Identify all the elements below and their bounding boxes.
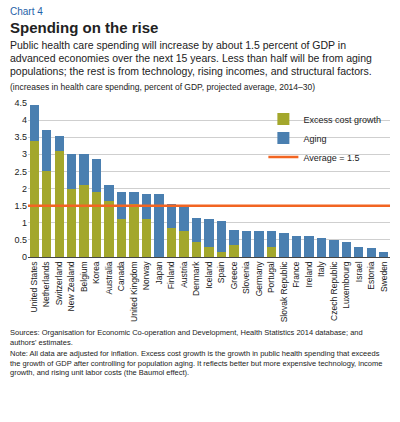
svg-text:Australia: Australia (104, 261, 114, 294)
svg-text:1.5: 1.5 (14, 201, 27, 211)
svg-text:Spain: Spain (216, 261, 226, 283)
svg-text:Slovak Republic: Slovak Republic (279, 261, 289, 323)
svg-text:Korea: Korea (91, 261, 101, 284)
html-text:Spending on the rise: Spending on the rise (10, 19, 159, 36)
svg-text:Slovenia: Slovenia (241, 261, 251, 294)
svg-text:Portugal: Portugal (266, 261, 276, 293)
svg-text:Sweden: Sweden (379, 261, 389, 292)
html-text:Note: All data are adjusted fo: Note: All data are adjusted for inflatio… (10, 349, 383, 377)
svg-text:France: France (291, 261, 301, 288)
html-text:Chart 4: Chart 4 (10, 6, 43, 17)
svg-text:Belgium: Belgium (79, 261, 89, 292)
svg-text:Austria: Austria (179, 261, 189, 288)
svg-text:Aging: Aging (303, 134, 326, 144)
svg-text:Average = 1.5: Average = 1.5 (303, 153, 359, 163)
svg-text:3: 3 (22, 149, 27, 159)
svg-text:United States: United States (29, 261, 39, 312)
svg-text:Excess cost growth: Excess cost growth (303, 115, 381, 125)
svg-text:Germany: Germany (254, 261, 264, 297)
svg-text:Denmark: Denmark (191, 261, 201, 296)
svg-text:4: 4 (22, 115, 27, 125)
svg-text:United Kingdom: United Kingdom (129, 261, 139, 321)
svg-text:2.5: 2.5 (14, 167, 27, 177)
html-text:Public health care spending wi: Public health care spending will increas… (10, 39, 372, 77)
html-text:Sources: Organisation for Econ: Sources: Organisation for Economic Co-op… (10, 328, 363, 347)
html-text:(increases in health care spen: (increases in health care spending, perc… (10, 82, 316, 92)
svg-text:Ireland: Ireland (304, 261, 314, 287)
svg-text:Canada: Canada (116, 261, 126, 291)
svg-text:Italy: Italy (316, 261, 326, 277)
svg-text:Israel: Israel (354, 261, 364, 282)
svg-text:3.5: 3.5 (14, 132, 27, 142)
svg-text:Netherlands: Netherlands (41, 261, 51, 307)
svg-text:0.5: 0.5 (14, 235, 27, 245)
svg-text:Luxembourg: Luxembourg (341, 261, 351, 309)
svg-text:Estonia: Estonia (366, 261, 376, 290)
svg-text:Japan: Japan (154, 261, 164, 284)
svg-text:Norway: Norway (141, 261, 151, 291)
svg-text:Finland: Finland (166, 261, 176, 289)
svg-text:0: 0 (22, 252, 27, 262)
svg-text:Switzerland: Switzerland (54, 261, 64, 305)
svg-text:Czech Republic: Czech Republic (329, 261, 339, 321)
svg-text:Iceland: Iceland (204, 261, 214, 289)
svg-text:4.5: 4.5 (14, 98, 27, 108)
svg-text:New Zealand: New Zealand (66, 261, 76, 311)
svg-text:2: 2 (22, 184, 27, 194)
svg-text:Greece: Greece (229, 261, 239, 289)
svg-text:1: 1 (22, 218, 27, 228)
